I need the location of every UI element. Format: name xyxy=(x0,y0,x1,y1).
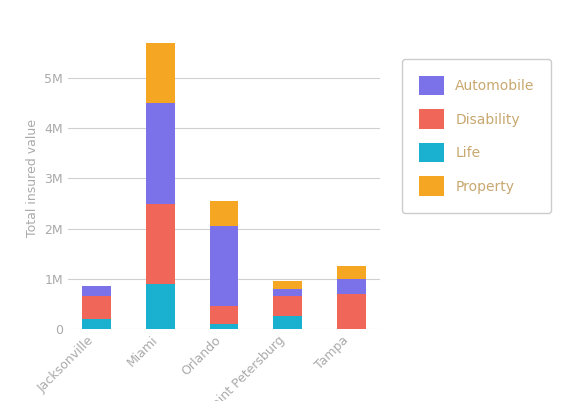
Bar xyxy=(273,296,302,316)
Bar xyxy=(146,284,175,329)
Bar xyxy=(146,103,175,204)
Bar xyxy=(146,204,175,284)
Bar xyxy=(82,296,111,319)
Bar xyxy=(273,316,302,329)
Bar xyxy=(273,281,302,289)
Bar xyxy=(337,266,366,279)
Bar xyxy=(337,279,366,294)
Bar xyxy=(273,289,302,296)
Bar xyxy=(210,201,238,226)
Bar xyxy=(210,226,238,306)
Y-axis label: Total insured value: Total insured value xyxy=(26,119,39,237)
Bar xyxy=(146,43,175,103)
Bar xyxy=(82,319,111,329)
Bar xyxy=(210,306,238,324)
Bar xyxy=(82,286,111,296)
Bar xyxy=(210,324,238,329)
Legend: Automobile, Disability, Life, Property: Automobile, Disability, Life, Property xyxy=(403,59,551,213)
Bar xyxy=(337,294,366,329)
